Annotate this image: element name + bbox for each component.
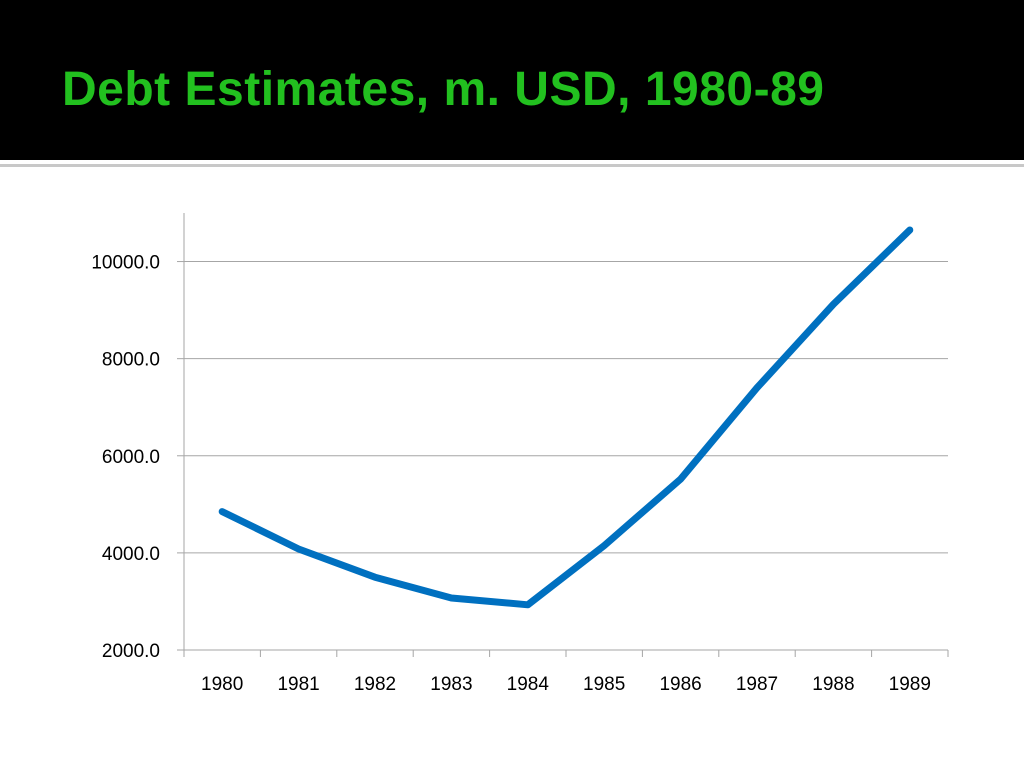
y-tick-label: 10000.0 bbox=[91, 253, 160, 274]
x-tick-label: 1989 bbox=[889, 674, 931, 695]
x-tick-label: 1980 bbox=[201, 674, 243, 695]
x-tick-label: 1988 bbox=[812, 674, 854, 695]
x-tick-label: 1985 bbox=[583, 674, 625, 695]
x-tick-label: 1983 bbox=[430, 674, 472, 695]
title-divider-shadow bbox=[0, 164, 1024, 167]
y-tick-label: 6000.0 bbox=[102, 447, 160, 468]
y-tick-label: 4000.0 bbox=[102, 544, 160, 565]
title-bar: Debt Estimates, m. USD, 1980-89 bbox=[0, 0, 1024, 160]
x-tick-label: 1987 bbox=[736, 674, 778, 695]
x-tick-label: 1986 bbox=[659, 674, 701, 695]
title-divider bbox=[0, 160, 1024, 164]
series-line bbox=[218, 226, 914, 609]
x-tick-label: 1981 bbox=[277, 674, 319, 695]
x-axis-tick-labels: 1980 1981 1982 1983 1984 1985 1986 1987 1988 1989 bbox=[201, 674, 931, 695]
axes bbox=[177, 213, 949, 657]
y-axis-tick-labels: 2000.0 4000.0 6000.0 8000.0 10000.0 bbox=[91, 253, 160, 662]
y-tick-label: 2000.0 bbox=[102, 641, 160, 662]
series-lines bbox=[218, 226, 914, 609]
x-tick-label: 1982 bbox=[354, 674, 396, 695]
slide-title: Debt Estimates, m. USD, 1980-89 bbox=[62, 63, 825, 116]
y-tick-label: 8000.0 bbox=[102, 350, 160, 371]
x-tick-label: 1984 bbox=[507, 674, 550, 695]
